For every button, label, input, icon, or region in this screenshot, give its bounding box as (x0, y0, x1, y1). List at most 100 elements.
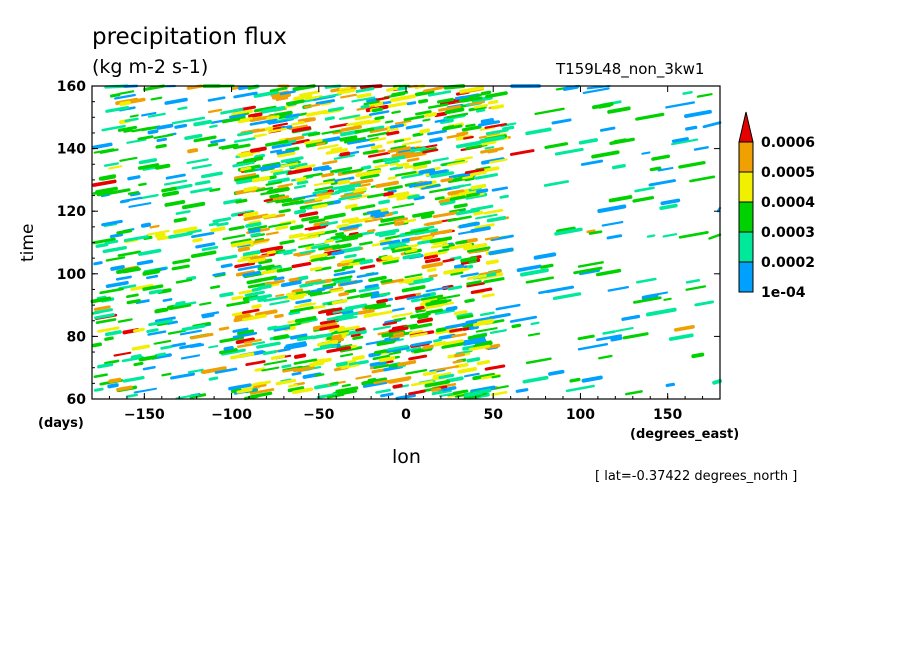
precipitation-streak (98, 174, 117, 181)
colorbar-label: 0.0006 (761, 135, 815, 151)
y-tick-label: 120 (57, 204, 86, 220)
precipitation-streak (429, 169, 448, 176)
precipitation-streak (116, 229, 133, 235)
precipitation-streak (410, 332, 428, 338)
precipitation-streak (413, 347, 433, 354)
run-label: T159L48_non_3kw1 (556, 60, 705, 78)
precipitation-streak (371, 107, 384, 113)
precipitation-streak (255, 186, 274, 192)
precipitation-streak (694, 300, 715, 307)
precipitation-streak (161, 186, 177, 193)
precipitation-streak (298, 211, 319, 218)
precipitation-streak (464, 168, 485, 175)
precipitation-streak (392, 383, 403, 389)
precipitation-streak (130, 283, 154, 291)
precipitation-streak (93, 308, 113, 315)
precipitation-streak (253, 383, 267, 389)
precipitation-streak (104, 359, 120, 365)
precipitation-streak (207, 142, 219, 148)
precipitation-streak (95, 242, 109, 248)
precipitation-streak (478, 269, 502, 277)
precipitation-streak (144, 268, 162, 274)
precipitation-streak (187, 148, 199, 154)
y-tick-label: 60 (67, 392, 87, 408)
precipitation-streak (232, 160, 255, 168)
precipitation-streak (427, 90, 452, 97)
precipitation-streak (129, 114, 139, 118)
precipitation-streak (473, 104, 488, 109)
precipitation-streak (316, 392, 338, 399)
precipitation-streak (290, 294, 305, 301)
precipitation-streak (424, 112, 437, 118)
precipitation-streak (450, 271, 464, 276)
precipitation-streak (468, 100, 486, 106)
precipitation-streak (104, 240, 119, 245)
precipitation-streak (274, 313, 284, 319)
precipitation-streak (171, 342, 186, 348)
precipitation-streak (682, 90, 693, 95)
precipitation-streak (548, 369, 565, 376)
precipitation-streak (460, 272, 479, 278)
precipitation-streak (702, 121, 722, 129)
precipitation-streak (415, 307, 426, 313)
precipitation-streak (369, 360, 387, 367)
precipitation-streak (463, 135, 474, 140)
precipitation-streak (174, 123, 188, 129)
precipitation-streak (665, 101, 696, 109)
precipitation-streak (420, 294, 444, 301)
precipitation-streak (333, 154, 356, 160)
precipitation-streak (237, 329, 255, 336)
precipitation-streak (598, 354, 613, 360)
precipitation-streak (271, 266, 283, 271)
precipitation-streak (424, 379, 451, 388)
precipitation-streak (140, 222, 152, 228)
precipitation-streak (659, 203, 678, 211)
precipitation-streak (269, 193, 280, 199)
precipitation-streak (289, 224, 304, 231)
precipitation-streak (249, 146, 267, 153)
precipitation-streak (266, 115, 280, 120)
precipitation-streak (387, 101, 408, 108)
precipitation-streak (219, 335, 245, 344)
precipitation-streak (288, 124, 308, 131)
precipitation-streak (438, 105, 462, 112)
precipitation-streak (331, 334, 342, 340)
precipitation-streak (379, 292, 391, 297)
precipitation-streak (122, 375, 145, 383)
precipitation-streak (678, 160, 706, 169)
precipitation-streak (212, 217, 232, 223)
precipitation-streak (191, 231, 215, 239)
precipitation-streak (173, 217, 187, 223)
precipitation-streak (330, 146, 343, 152)
precipitation-streak (271, 92, 292, 100)
precipitation-streak (240, 253, 259, 259)
precipitation-streak (453, 310, 468, 316)
precipitation-streak (458, 221, 480, 229)
precipitation-streak (101, 219, 123, 227)
precipitation-streak (610, 336, 623, 342)
precipitation-streak (317, 144, 339, 150)
precipitation-streak (232, 331, 258, 339)
precipitation-streak (428, 274, 438, 278)
precipitation-streak (245, 221, 262, 228)
precipitation-streak (101, 124, 126, 132)
precipitation-streak (360, 104, 370, 109)
precipitation-streak (387, 191, 410, 199)
precipitation-streak (442, 124, 463, 131)
precipitation-streak (423, 380, 433, 384)
precipitation-streak (452, 389, 469, 395)
precipitation-streak (289, 333, 308, 340)
precipitation-streak (422, 118, 431, 122)
precipitation-streak (269, 86, 288, 93)
precipitation-streak (370, 144, 383, 150)
precipitation-streak (140, 194, 159, 200)
precipitation-streak (333, 268, 346, 273)
precipitation-streak (314, 373, 325, 377)
precipitation-streak (602, 330, 616, 335)
precipitation-streak (607, 106, 631, 114)
precipitation-streak (378, 232, 396, 238)
precipitation-streak (408, 354, 428, 361)
precipitation-streak (456, 131, 469, 137)
precipitation-streak (323, 178, 336, 183)
precipitation-streak (434, 196, 445, 201)
